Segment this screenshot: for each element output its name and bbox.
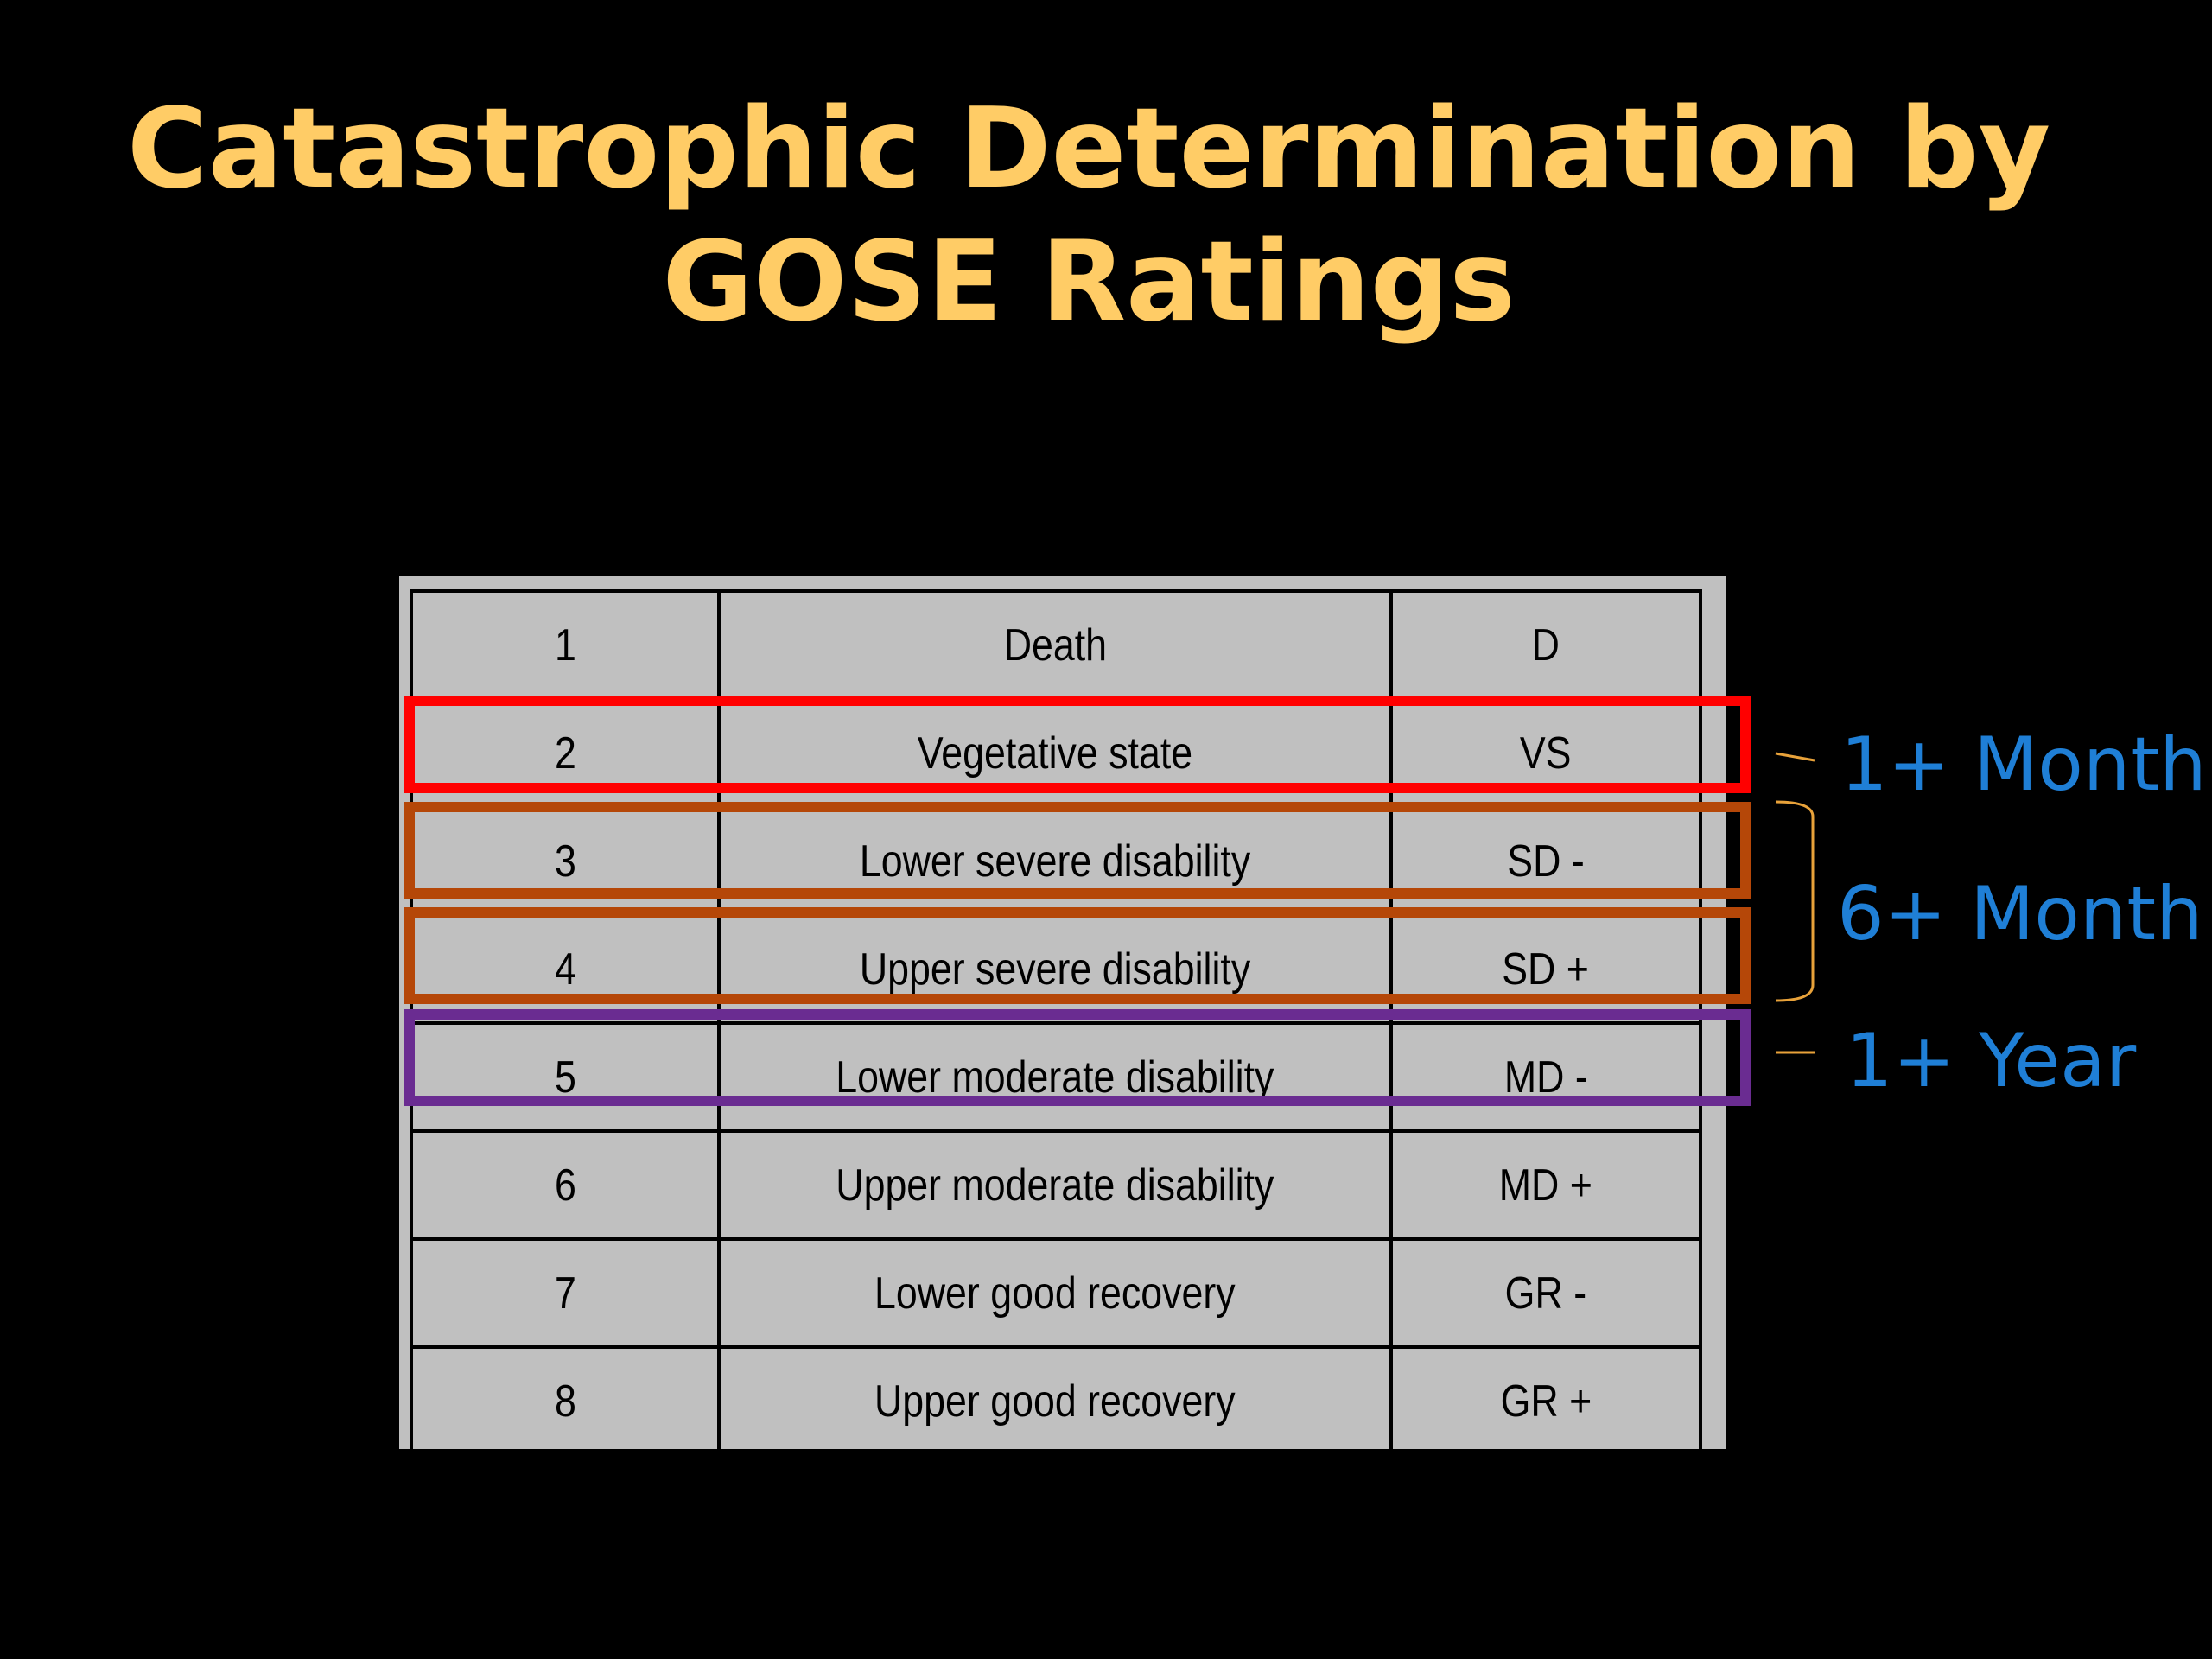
description-cell: Death bbox=[717, 589, 1393, 701]
lower-moderate-highlight-box bbox=[404, 1009, 1751, 1106]
description-cell: Upper moderate disability bbox=[717, 1129, 1393, 1241]
score-cell: 5 bbox=[410, 1021, 721, 1133]
description-value: Lower moderate disability bbox=[836, 1052, 1274, 1103]
vegetative-highlight-box bbox=[404, 696, 1751, 793]
description-cell: Upper severe disability bbox=[717, 913, 1393, 1025]
score-cell: 6 bbox=[410, 1129, 721, 1241]
description-value: Upper moderate disability bbox=[836, 1160, 1274, 1211]
slide-title-line-1: Catastrophic Determination by bbox=[126, 85, 2051, 213]
description-value: Upper severe disability bbox=[859, 944, 1251, 995]
score-value: 6 bbox=[554, 1160, 576, 1211]
code-value: MD - bbox=[1503, 1052, 1588, 1103]
description-value: Lower good recovery bbox=[874, 1268, 1236, 1319]
description-value: Vegetative state bbox=[917, 728, 1193, 779]
description-cell: Upper good recovery bbox=[717, 1345, 1393, 1457]
lower-severe-highlight-box bbox=[404, 802, 1751, 899]
slide-title: Catastrophic Determination by GOSE Ratin… bbox=[0, 83, 2177, 349]
code-value: SD - bbox=[1507, 836, 1585, 887]
score-value: 5 bbox=[554, 1052, 576, 1103]
code-value: MD + bbox=[1498, 1160, 1593, 1211]
six-month-bracket bbox=[1775, 800, 1815, 1002]
code-cell: MD + bbox=[1389, 1129, 1702, 1241]
score-cell: 1 bbox=[410, 589, 721, 701]
code-value: GR - bbox=[1504, 1268, 1587, 1319]
code-value: GR + bbox=[1500, 1376, 1592, 1427]
code-cell: D bbox=[1389, 589, 1702, 701]
table-row: 5 Lower moderate disability MD - bbox=[410, 1021, 1702, 1133]
one-month-connector bbox=[1775, 752, 1815, 762]
code-value: VS bbox=[1520, 728, 1572, 779]
description-value: Lower severe disability bbox=[859, 836, 1251, 887]
score-value: 3 bbox=[554, 836, 576, 887]
code-value: SD + bbox=[1502, 944, 1590, 995]
gose-table: 1 Death D 2 Vegetative state VS 3 Lower … bbox=[410, 589, 1702, 1457]
score-value: 8 bbox=[554, 1376, 576, 1427]
description-value: Upper good recovery bbox=[874, 1376, 1236, 1427]
table-row: 4 Upper severe disability SD + bbox=[410, 913, 1702, 1025]
slide-title-line-2: GOSE Ratings bbox=[662, 218, 1516, 346]
score-cell: 8 bbox=[410, 1345, 721, 1457]
one-month-label: 1+ Month bbox=[1840, 721, 2207, 808]
description-cell: Lower good recovery bbox=[717, 1237, 1393, 1349]
table-row: 6 Upper moderate disability MD + bbox=[410, 1129, 1702, 1241]
description-value: Death bbox=[1003, 620, 1107, 671]
description-cell: Lower moderate disability bbox=[717, 1021, 1393, 1133]
six-month-label: 6+ Month bbox=[1837, 871, 2203, 957]
code-value: D bbox=[1531, 620, 1560, 671]
score-value: 7 bbox=[554, 1268, 576, 1319]
code-cell: GR - bbox=[1389, 1237, 1702, 1349]
score-value: 2 bbox=[554, 728, 576, 779]
table-row: 7 Lower good recovery GR - bbox=[410, 1237, 1702, 1349]
table-row: 8 Upper good recovery GR + bbox=[410, 1345, 1702, 1457]
code-cell: MD - bbox=[1389, 1021, 1702, 1133]
code-cell: GR + bbox=[1389, 1345, 1702, 1457]
score-cell: 7 bbox=[410, 1237, 721, 1349]
table-row: 1 Death D bbox=[410, 589, 1702, 701]
score-value: 1 bbox=[554, 620, 576, 671]
one-year-label: 1+ Year bbox=[1846, 1018, 2137, 1104]
score-value: 4 bbox=[554, 944, 576, 995]
upper-severe-highlight-box bbox=[404, 907, 1751, 1004]
